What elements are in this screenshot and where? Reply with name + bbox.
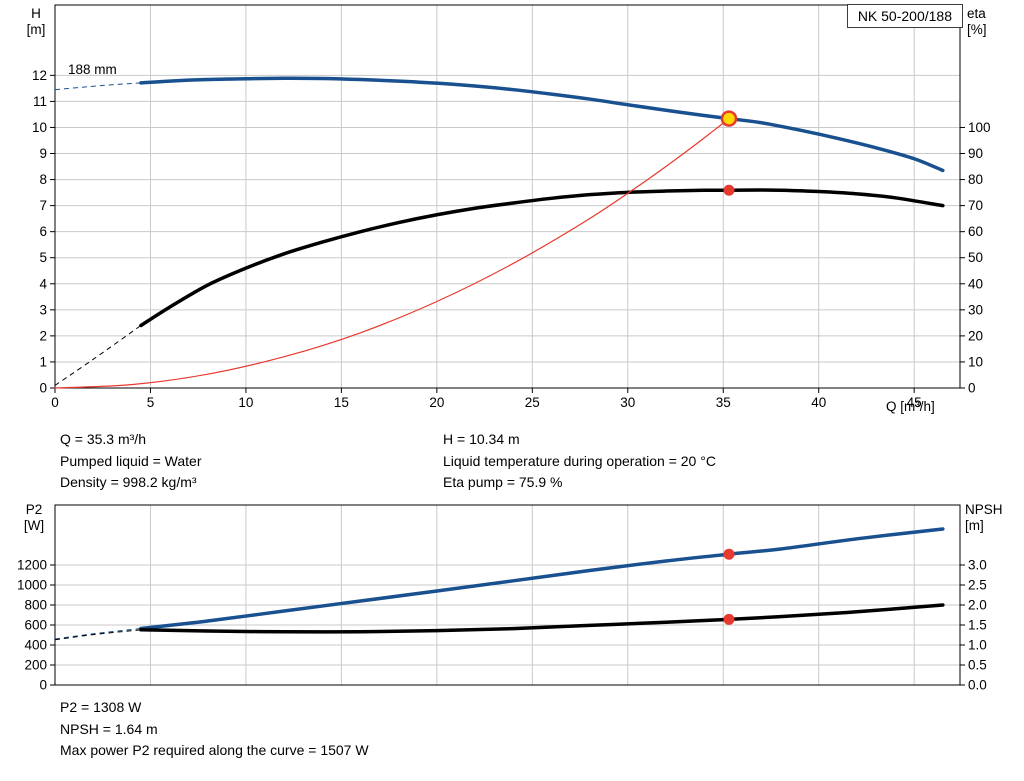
operating-data-left-column: Q = 35.3 m³/h Pumped liquid = Water Dens… bbox=[60, 429, 202, 494]
impeller-diameter-label: 188 mm bbox=[68, 62, 117, 77]
left-tick-label: 6 bbox=[39, 224, 47, 239]
left-tick-label: 1000 bbox=[17, 578, 47, 593]
right-tick-label: 10 bbox=[968, 354, 983, 369]
head-curve bbox=[139, 76, 945, 173]
bottom-tick-label: 35 bbox=[716, 395, 731, 410]
bottom-tick-label: 15 bbox=[334, 395, 349, 410]
bottom-tick-label: 25 bbox=[525, 395, 540, 410]
density-text: Density = 998.2 kg/m³ bbox=[60, 474, 197, 490]
pumped-liquid-text: Pumped liquid = Water bbox=[60, 452, 202, 469]
duty-point-npsh[interactable] bbox=[723, 613, 735, 625]
left-tick-label: 1200 bbox=[17, 558, 47, 573]
q-axis-title: Q [m³/h] bbox=[886, 399, 935, 414]
p2-axis-title-line1: P2 bbox=[25, 502, 43, 517]
eta-axis-title: eta [%] bbox=[967, 6, 987, 38]
left-tick-label: 600 bbox=[24, 618, 47, 633]
right-tick-label: 40 bbox=[968, 276, 983, 291]
duty-point-head[interactable] bbox=[720, 110, 738, 127]
right-tick-label: 2.0 bbox=[968, 598, 987, 613]
left-tick-label: 7 bbox=[39, 198, 47, 213]
left-tick-label: 11 bbox=[33, 94, 47, 109]
npsh-curve bbox=[139, 603, 945, 634]
npsh-axis-title-line2: [m] bbox=[965, 518, 984, 533]
right-tick-label: 3.0 bbox=[968, 558, 987, 573]
power-data-column: P2 = 1308 W NPSH = 1.64 m Max power P2 r… bbox=[60, 697, 369, 762]
p2-curve bbox=[139, 527, 945, 631]
right-tick-label: 70 bbox=[968, 198, 983, 213]
left-tick-label: 2 bbox=[39, 328, 47, 343]
p2-axis-title: P2 [W] bbox=[18, 502, 50, 534]
flow-value-text: Q = 35.3 m³/h bbox=[60, 431, 146, 447]
right-tick-label: 80 bbox=[968, 172, 983, 187]
right-tick-label: 100 bbox=[968, 120, 991, 135]
eta-axis-title-line2: [%] bbox=[967, 22, 987, 37]
p2-npsh-chart: 0 200 400 600 800 1000 1200 0.0 0.5 1.0 1.5 2.0 2.5 3… bbox=[17, 504, 987, 693]
left-tick-label: 4 bbox=[39, 276, 47, 291]
left-tick-label: 1 bbox=[39, 354, 47, 369]
left-tick-label: 800 bbox=[24, 598, 47, 613]
right-tick-label: 30 bbox=[968, 302, 983, 317]
bottom-tick-label: 40 bbox=[811, 395, 826, 410]
right-tick-label: 0.0 bbox=[968, 678, 987, 693]
pump-model-box: NK 50-200/188 bbox=[846, 4, 963, 28]
eta-pump-text: Eta pump = 75.9 % bbox=[443, 474, 563, 490]
p2-curve-dashed-extension bbox=[54, 628, 141, 640]
liquid-temperature-text: Liquid temperature during operation = 20… bbox=[443, 452, 716, 469]
npsh-axis-title-line1: NPSH bbox=[965, 502, 1003, 517]
duty-point-p2[interactable] bbox=[723, 548, 735, 560]
head-value-text: H = 10.34 m bbox=[443, 431, 520, 447]
plot-frame bbox=[54, 4, 961, 389]
p2-value-text: P2 = 1308 W bbox=[60, 699, 142, 715]
bottom-tick-label: 10 bbox=[238, 395, 253, 410]
efficiency-curve bbox=[139, 188, 945, 328]
right-tick-label: 1.5 bbox=[968, 618, 987, 633]
right-tick-label: 20 bbox=[968, 328, 983, 343]
duty-point-eta[interactable] bbox=[723, 184, 735, 196]
operating-data-right-column: H = 10.34 m Liquid temperature during op… bbox=[443, 429, 716, 494]
bottom-tick-label: 0 bbox=[51, 395, 59, 410]
left-tick-label: 0 bbox=[39, 678, 47, 693]
plot-frame bbox=[54, 504, 961, 686]
h-axis-title-line1: H bbox=[31, 6, 41, 21]
npsh-axis-title: NPSH [m] bbox=[965, 502, 1003, 534]
right-tick-label: 2.5 bbox=[968, 578, 987, 593]
left-tick-label: 400 bbox=[24, 638, 47, 653]
h-axis-title-line2: [m] bbox=[26, 22, 46, 37]
left-tick-label: 9 bbox=[39, 146, 47, 161]
right-tick-label: 0 bbox=[968, 381, 976, 396]
npsh-value-text: NPSH = 1.64 m bbox=[60, 720, 158, 737]
right-tick-label: 60 bbox=[968, 224, 983, 239]
right-tick-label: 90 bbox=[968, 146, 983, 161]
npsh-curve-dashed-extension bbox=[54, 629, 141, 641]
left-tick-label: 10 bbox=[32, 120, 47, 135]
efficiency-curve-dashed-extension bbox=[54, 325, 142, 386]
left-tick-label: 0 bbox=[39, 381, 47, 396]
head-curve-dashed-extension bbox=[54, 82, 141, 91]
bottom-tick-label: 30 bbox=[620, 395, 635, 410]
right-tick-label: 0.5 bbox=[968, 658, 987, 673]
h-axis-title: H [m] bbox=[22, 6, 50, 38]
max-power-text: Max power P2 required along the curve = … bbox=[60, 742, 369, 758]
left-tick-label: 8 bbox=[39, 172, 47, 187]
left-tick-label: 200 bbox=[24, 658, 47, 673]
bottom-tick-label: 5 bbox=[147, 395, 155, 410]
system-curve bbox=[54, 118, 730, 389]
right-tick-label: 50 bbox=[968, 250, 983, 265]
bottom-tick-label: 20 bbox=[429, 395, 444, 410]
p2-axis-title-line2: [W] bbox=[23, 518, 45, 533]
eta-axis-title-line1: eta bbox=[967, 6, 986, 21]
left-tick-label: 5 bbox=[39, 250, 47, 265]
right-tick-label: 1.0 bbox=[968, 638, 987, 653]
left-tick-label: 12 bbox=[32, 68, 47, 83]
left-tick-label: 3 bbox=[39, 302, 47, 317]
bottom-tick-label: 45 bbox=[907, 395, 922, 410]
